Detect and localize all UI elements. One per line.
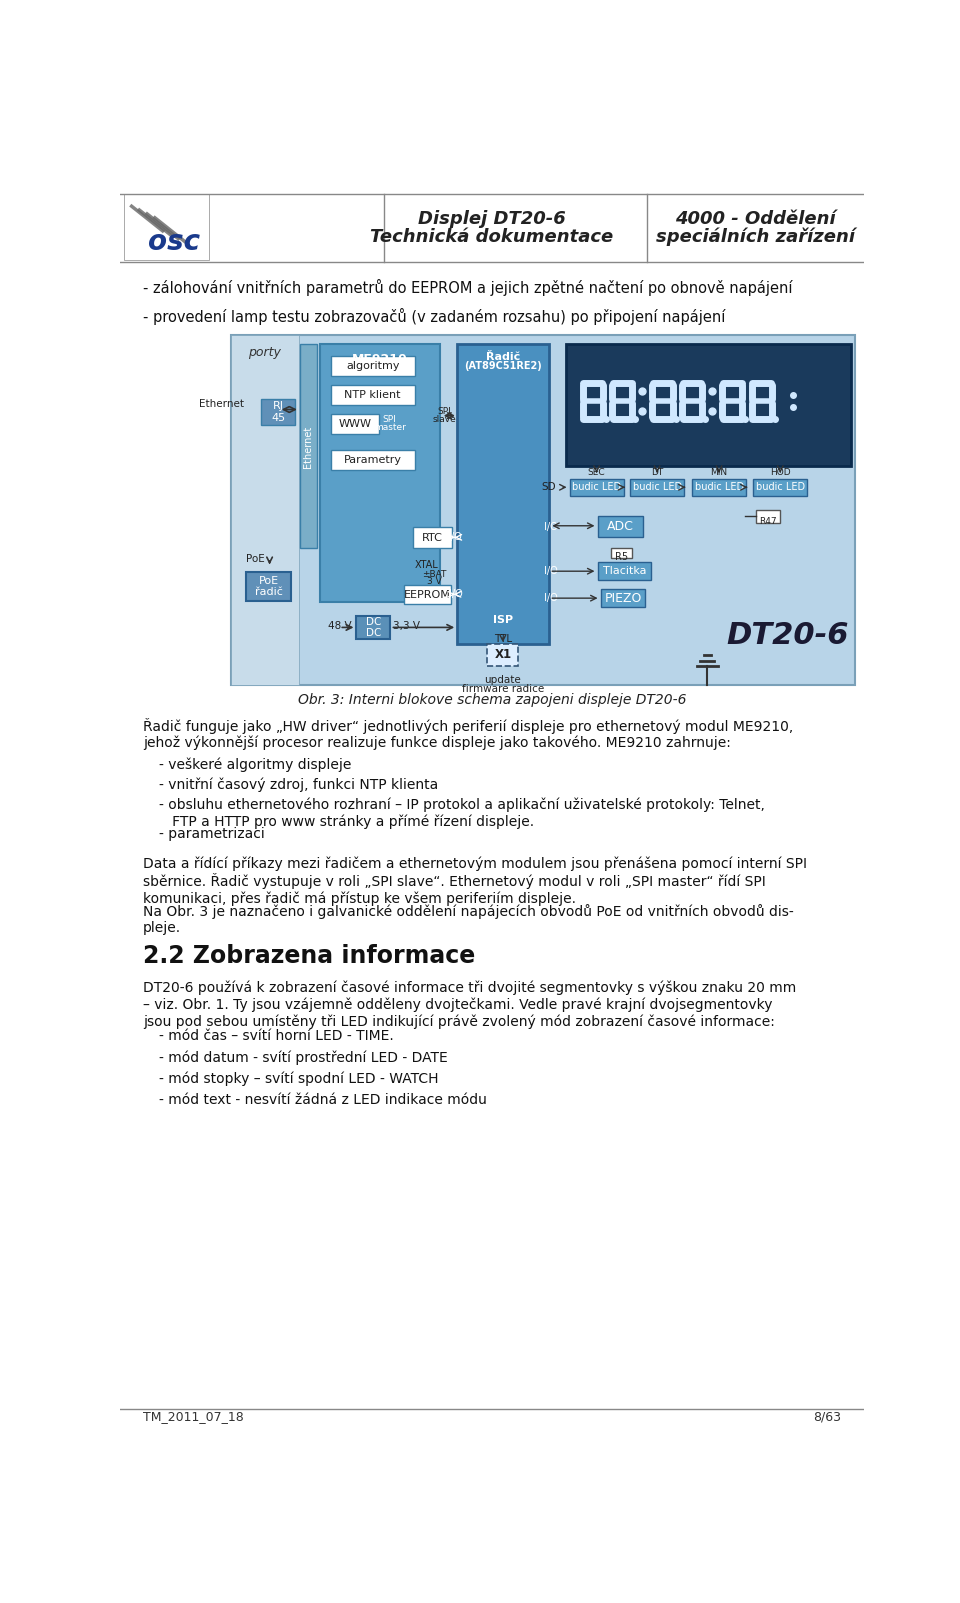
Text: - parametrizaci: - parametrizaci [158, 827, 265, 842]
Text: SPI: SPI [383, 415, 396, 425]
Text: budic LED: budic LED [633, 483, 682, 492]
Bar [320, 345, 440, 603]
Bar [756, 510, 780, 524]
Text: - provedení lamp testu zobrazovačů (v zadaném rozsahu) po připojení napájení: - provedení lamp testu zobrazovačů (v za… [143, 308, 726, 325]
Bar [331, 450, 415, 470]
Text: NTP klient: NTP klient [345, 390, 401, 399]
Text: porty: porty [249, 346, 281, 359]
Text: slave: slave [432, 415, 456, 425]
Text: WWW: WWW [338, 418, 372, 430]
Bar [261, 399, 295, 425]
Text: 2.2 Zobrazena informace: 2.2 Zobrazena informace [143, 944, 475, 968]
Bar [565, 345, 851, 466]
Text: budic LED: budic LED [694, 483, 744, 492]
Text: I/O: I/O [448, 532, 462, 542]
Text: MIN: MIN [710, 468, 728, 478]
Bar [331, 385, 415, 406]
Text: SD: SD [541, 483, 557, 492]
Bar [247, 572, 291, 601]
Text: R47: R47 [759, 518, 777, 526]
Text: DT20-6: DT20-6 [727, 620, 850, 649]
Text: Řadič funguje jako „HW driver“ jednotlivých periferií displeje pro ethernetový m: Řadič funguje jako „HW driver“ jednotliv… [143, 718, 794, 750]
Text: - mód čas – svítí horní LED - TIME.: - mód čas – svítí horní LED - TIME. [158, 1029, 394, 1042]
Text: - zálohování vnitřních parametrů do EEPROM a jejich zpětné načtení po obnově nap: - zálohování vnitřních parametrů do EEPR… [143, 279, 793, 295]
Text: - veškeré algoritmy displeje: - veškeré algoritmy displeje [158, 758, 351, 773]
Bar [754, 479, 807, 495]
Bar [598, 516, 643, 537]
Text: DT: DT [651, 468, 663, 478]
Text: Parametry: Parametry [344, 455, 401, 465]
Text: update: update [485, 675, 521, 684]
Bar [230, 335, 854, 684]
Text: TM_2011_07_18: TM_2011_07_18 [143, 1411, 244, 1423]
Bar [124, 194, 209, 260]
Bar [413, 527, 452, 548]
Bar [612, 548, 632, 558]
Bar [598, 563, 651, 580]
Bar [300, 345, 317, 548]
Text: SPI: SPI [437, 407, 451, 417]
Bar [356, 616, 391, 640]
Text: osc: osc [148, 228, 201, 256]
Text: PoE: PoE [247, 555, 265, 564]
Text: I/O: I/O [449, 590, 464, 600]
Text: firmware radice: firmware radice [462, 683, 544, 694]
Text: Tlacitka: Tlacitka [603, 566, 646, 575]
Text: R5: R5 [614, 551, 628, 563]
Text: DC
DC: DC DC [366, 617, 381, 638]
Bar [404, 585, 451, 604]
Bar [630, 479, 684, 495]
Text: - mód stopky – svítí spodní LED - WATCH: - mód stopky – svítí spodní LED - WATCH [158, 1072, 439, 1087]
Text: Data a řídící příkazy mezi řadičem a ethernetovým modulem jsou přenášena pomocí : Data a řídící příkazy mezi řadičem a eth… [143, 856, 807, 906]
Text: EEPROM: EEPROM [404, 590, 451, 600]
Text: XTAL: XTAL [415, 561, 438, 571]
Bar [569, 479, 624, 495]
Text: 48 V: 48 V [327, 620, 351, 632]
Text: Displej DT20-6: Displej DT20-6 [419, 210, 565, 228]
Text: PIEZO: PIEZO [604, 592, 641, 604]
Bar [331, 414, 379, 434]
Text: I/O: I/O [544, 593, 558, 603]
Text: Technická dokumentace: Technická dokumentace [371, 228, 613, 245]
Text: - mód text - nesvítí žádná z LED indikace módu: - mód text - nesvítí žádná z LED indikac… [158, 1093, 487, 1108]
Text: RJ
45: RJ 45 [271, 401, 285, 423]
Text: PoE
řadič: PoE řadič [254, 575, 283, 598]
Text: HOD: HOD [770, 468, 791, 478]
Bar [601, 588, 645, 608]
Text: 3 V: 3 V [427, 577, 442, 587]
Text: 8/63: 8/63 [813, 1411, 841, 1423]
Text: TTL: TTL [493, 633, 512, 643]
Text: ME9210: ME9210 [352, 353, 408, 367]
Text: Obr. 3: Interni blokove schema zapojeni displeje DT20-6: Obr. 3: Interni blokove schema zapojeni … [298, 692, 686, 707]
Text: ADC: ADC [608, 519, 635, 534]
Text: I/O: I/O [544, 521, 558, 532]
Text: Řadič: Řadič [486, 351, 520, 362]
Bar [692, 479, 746, 495]
Bar [230, 335, 299, 684]
Bar [457, 345, 548, 644]
Text: Ethernet: Ethernet [199, 399, 244, 409]
Text: ±BAT: ±BAT [422, 569, 446, 579]
Bar [331, 356, 415, 375]
Text: Ethernet: Ethernet [303, 425, 313, 468]
Text: ISP: ISP [492, 616, 513, 625]
Text: master: master [373, 423, 406, 431]
Text: RTC: RTC [421, 532, 443, 543]
Text: DT20-6 používá k zobrazení časové informace tři dvojité segmentovky s výškou zna: DT20-6 používá k zobrazení časové inform… [143, 981, 797, 1029]
Text: I/O: I/O [544, 566, 558, 575]
Text: SEC: SEC [588, 468, 606, 478]
Text: - obsluhu ethernetového rozhraní – IP protokol a aplikační uživatelské protokoly: - obsluhu ethernetového rozhraní – IP pr… [158, 798, 764, 829]
Text: - vnitřní časový zdroj, funkci NTP klienta: - vnitřní časový zdroj, funkci NTP klien… [158, 777, 438, 792]
Text: budic LED: budic LED [756, 483, 804, 492]
Text: (AT89C51RE2): (AT89C51RE2) [464, 361, 541, 370]
Text: 3,3 V: 3,3 V [393, 620, 420, 632]
Text: 4000 - Oddělení: 4000 - Oddělení [675, 210, 836, 228]
Text: - mód datum - svítí prostřední LED - DATE: - mód datum - svítí prostřední LED - DAT… [158, 1050, 447, 1064]
Text: Na Obr. 3 je naznačeno i galvanické oddělení napájecích obvodů PoE od vnitřních : Na Obr. 3 je naznačeno i galvanické oddě… [143, 904, 794, 935]
Text: algoritmy: algoritmy [346, 361, 399, 370]
Bar [488, 644, 518, 665]
Text: budic LED: budic LED [572, 483, 621, 492]
Text: speciálních zařízení: speciálních zařízení [656, 228, 855, 247]
Text: X1: X1 [494, 648, 512, 660]
